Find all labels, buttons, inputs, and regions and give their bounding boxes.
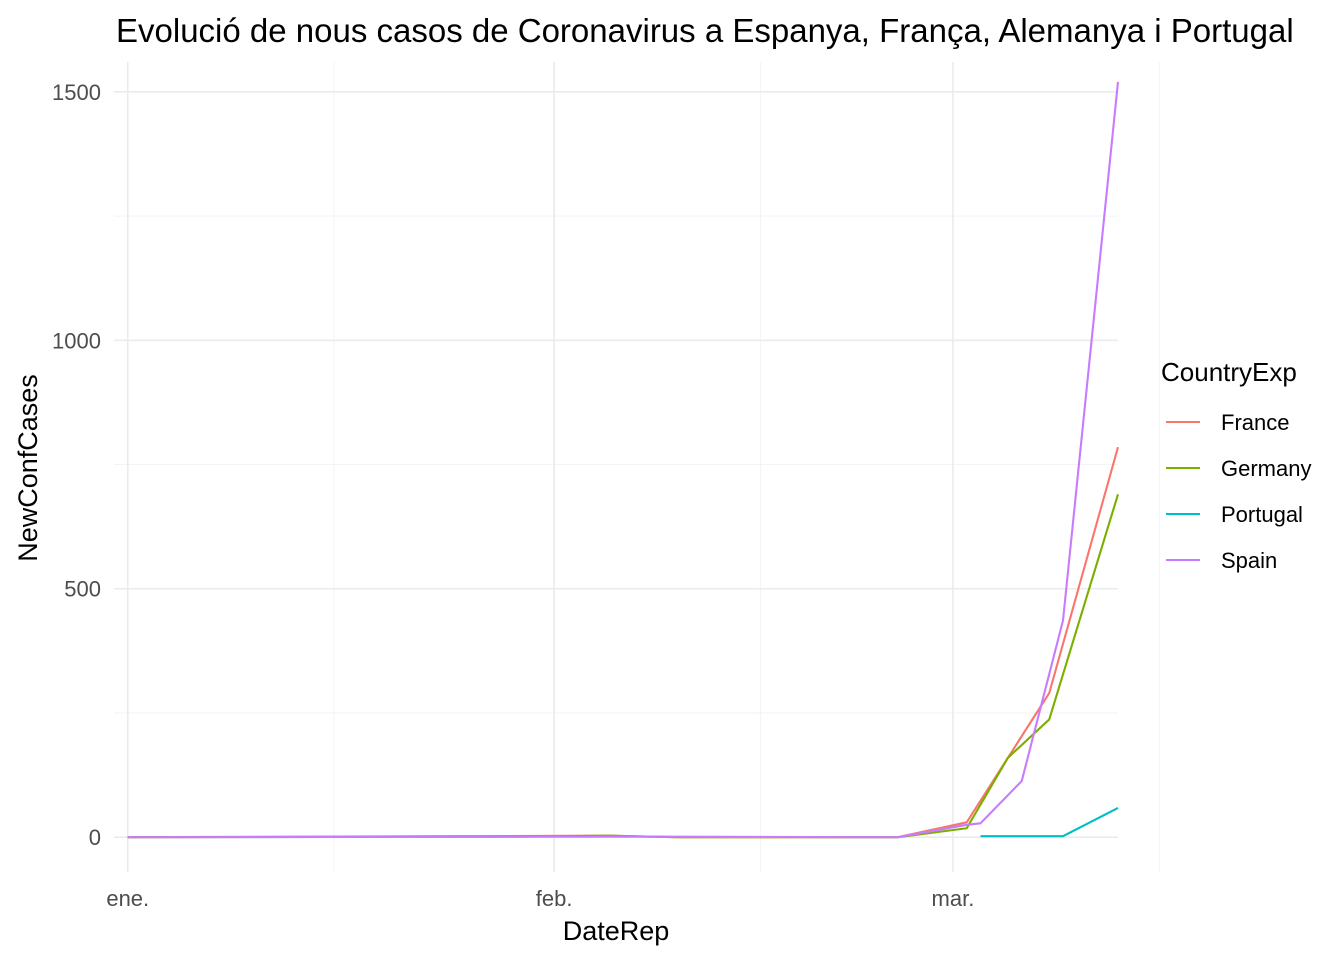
x-tick-labels: ene. feb. mar. (106, 886, 974, 911)
y-tick-label: 0 (89, 825, 101, 850)
x-tick-label: ene. (106, 886, 149, 911)
series-line-germany (127, 494, 1120, 839)
legend-items: France Germany Portugal Spain (1166, 410, 1311, 573)
x-tick-label: feb. (536, 886, 573, 911)
grid-minor-lines (114, 62, 1160, 872)
legend-label: Germany (1221, 456, 1311, 481)
y-tick-label: 500 (64, 577, 101, 602)
series-line-france (127, 446, 1120, 839)
legend-label: Portugal (1221, 502, 1303, 527)
y-axis-title: NewConfCases (13, 374, 43, 562)
x-tick-label: mar. (932, 886, 975, 911)
series-line-portugal (980, 806, 1119, 838)
x-axis-title: DateRep (563, 916, 670, 946)
series-lines (127, 81, 1120, 839)
legend-title: CountryExp (1161, 357, 1297, 387)
legend-item-france: France (1166, 410, 1289, 435)
y-tick-label: 1000 (52, 328, 101, 353)
legend: CountryExp France Germany Portugal Spain (1161, 357, 1311, 573)
y-tick-labels: 0 500 1000 1500 (52, 80, 101, 850)
y-tick-label: 1500 (52, 80, 101, 105)
legend-item-portugal: Portugal (1166, 502, 1303, 527)
series-line-spain (127, 81, 1120, 839)
grid-major-lines (114, 62, 1118, 872)
legend-item-spain: Spain (1166, 548, 1277, 573)
chart-title: Evolució de nous casos de Coronavirus a … (116, 12, 1294, 49)
legend-label: France (1221, 410, 1289, 435)
legend-label: Spain (1221, 548, 1277, 573)
legend-item-germany: Germany (1166, 456, 1311, 481)
